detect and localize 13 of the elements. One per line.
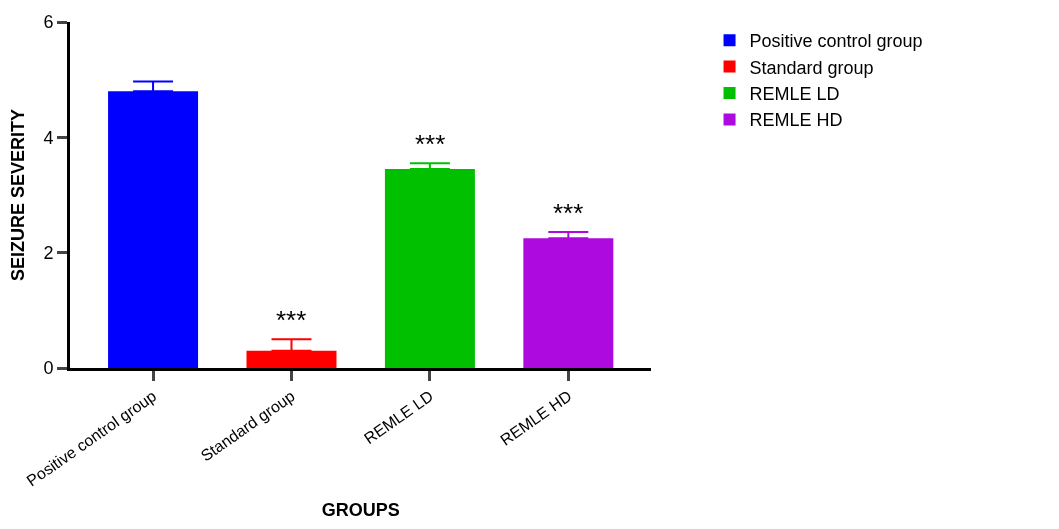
y-tick-label: 6 xyxy=(43,12,54,33)
x-axis-title: GROUPS xyxy=(321,499,400,520)
y-tick-label: 4 xyxy=(43,127,54,148)
legend-label: REMLE HD xyxy=(749,110,843,131)
legend-label: Positive control group xyxy=(749,31,923,52)
legend-label: Standard group xyxy=(749,57,874,78)
annotation: *** xyxy=(553,198,584,228)
y-axis-title: SEIZURE SEVERITY xyxy=(7,108,28,282)
annotation: *** xyxy=(276,305,307,335)
annotation: *** xyxy=(415,129,446,159)
y-tick-label: 2 xyxy=(43,242,54,263)
y-tick-label: 0 xyxy=(43,358,54,379)
legend-label: REMLE LD xyxy=(749,84,840,105)
